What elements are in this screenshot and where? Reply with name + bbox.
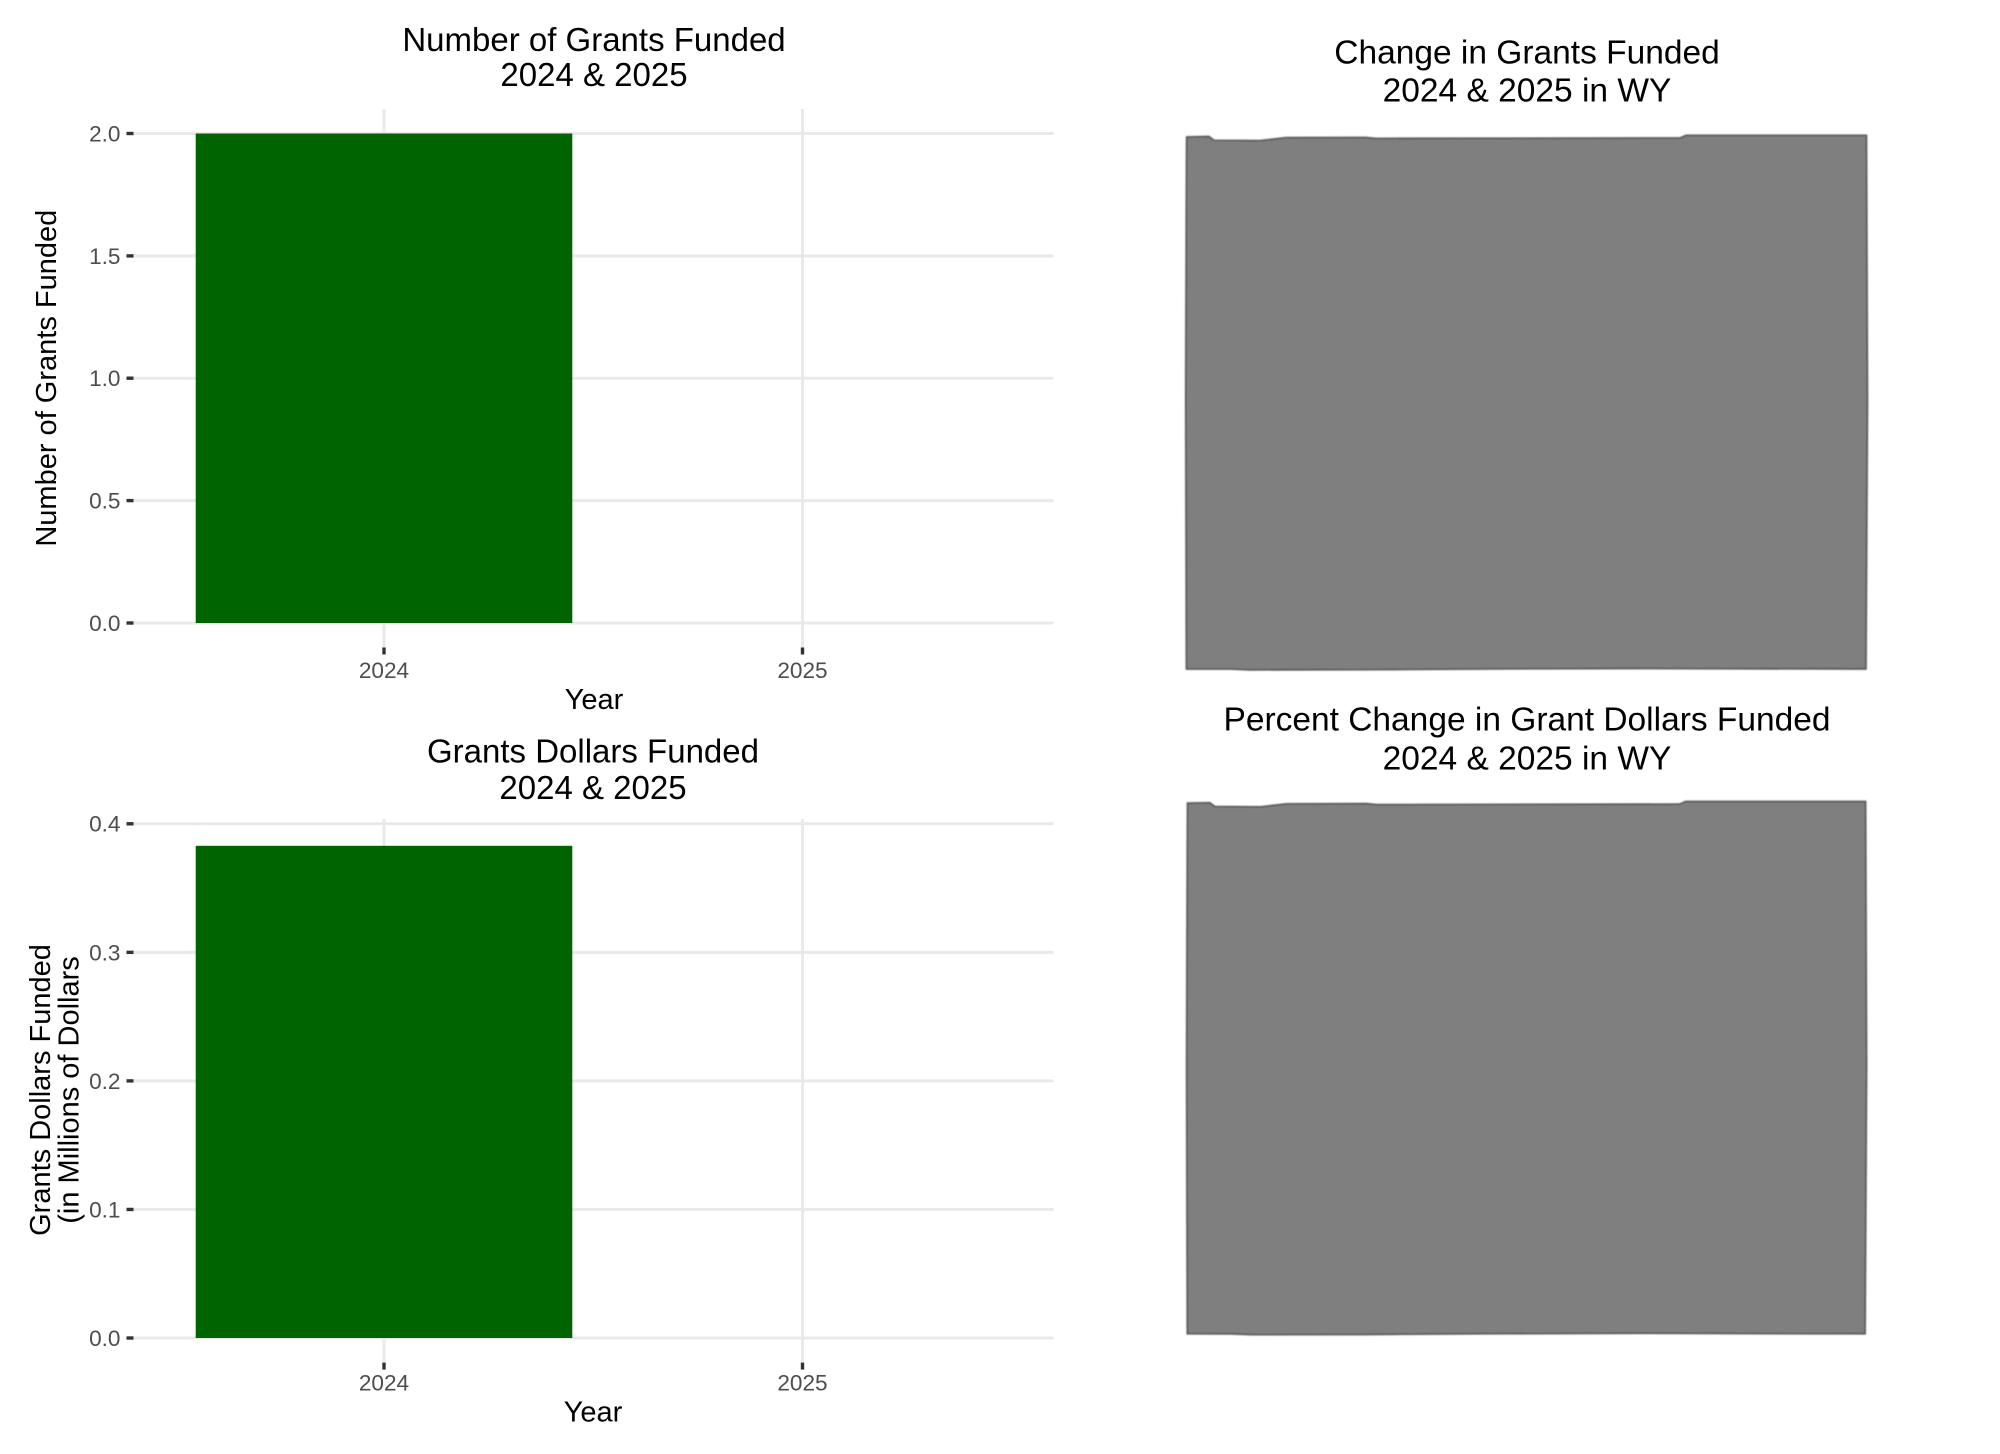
svg-text:2.0: 2.0 — [89, 121, 120, 146]
svg-text:0.3: 0.3 — [89, 940, 120, 965]
svg-text:Year: Year — [564, 1397, 623, 1429]
svg-text:2024: 2024 — [359, 658, 409, 683]
svg-text:2024: 2024 — [359, 1370, 409, 1395]
svg-text:Number of Grants Funded: Number of Grants Funded — [31, 210, 63, 547]
svg-text:(in Millions of Dollars: (in Millions of Dollars — [54, 956, 86, 1224]
svg-text:2024 & 2025: 2024 & 2025 — [499, 769, 686, 806]
svg-text:0.2: 0.2 — [89, 1069, 120, 1094]
svg-text:2025: 2025 — [777, 1370, 827, 1395]
svg-text:2024 & 2025 in WY: 2024 & 2025 in WY — [1383, 740, 1672, 777]
svg-text:Grants Dollars Funded: Grants Dollars Funded — [427, 733, 759, 770]
svg-text:1.0: 1.0 — [89, 366, 120, 391]
svg-text:2024 & 2025: 2024 & 2025 — [500, 56, 687, 93]
svg-text:1.5: 1.5 — [89, 244, 120, 269]
svg-text:0.0: 0.0 — [89, 611, 120, 636]
svg-text:Change in Grants Funded: Change in Grants Funded — [1334, 35, 1720, 72]
svg-text:Year: Year — [565, 684, 624, 716]
svg-text:2025: 2025 — [777, 658, 827, 683]
svg-text:Percent Change in Grant Dollar: Percent Change in Grant Dollars Funded — [1223, 701, 1830, 738]
svg-text:Number of Grants Funded: Number of Grants Funded — [402, 21, 785, 58]
svg-text:0.1: 0.1 — [89, 1197, 120, 1222]
svg-text:0.0: 0.0 — [89, 1326, 120, 1351]
svg-text:2024 & 2025 in WY: 2024 & 2025 in WY — [1383, 73, 1672, 110]
svg-text:0.4: 0.4 — [89, 812, 120, 837]
svg-text:0.5: 0.5 — [89, 489, 120, 514]
svg-text:Grants Dollars Funded: Grants Dollars Funded — [25, 944, 57, 1236]
